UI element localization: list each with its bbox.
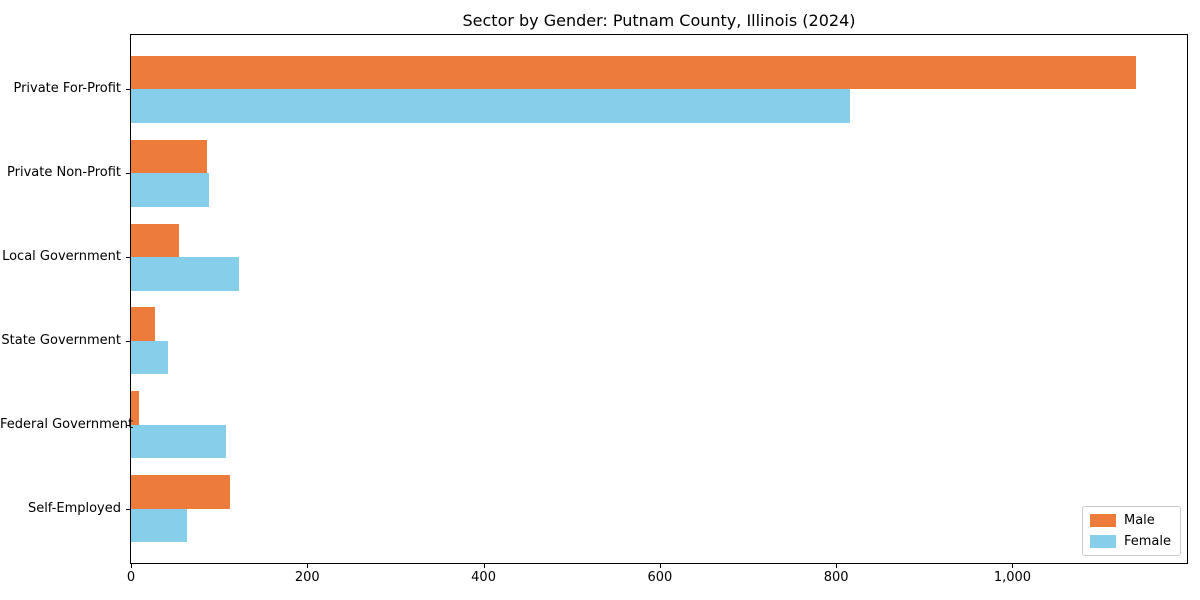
bar-male-state-government (131, 307, 155, 341)
xtick-mark (131, 564, 132, 568)
bar-female-state-government (131, 340, 169, 375)
ytick-label-private-for-profit: Private For-Profit (13, 81, 121, 97)
ytick-mark (126, 257, 130, 259)
xtick-mark (659, 564, 661, 568)
legend-item-female: Female (1089, 534, 1171, 549)
xtick-mark (1012, 564, 1014, 568)
bar-female-federal-government (131, 424, 227, 459)
plot-area: Male Female (130, 34, 1188, 564)
ytick-label-federal-government: Federal Government (0, 416, 134, 432)
female-color-swatch (1089, 535, 1116, 548)
ytick-mark (126, 173, 130, 175)
legend: Male Female (1081, 506, 1181, 556)
male-color-swatch (1089, 514, 1116, 527)
ytick-label-state-government: State Government (1, 332, 121, 348)
ytick-mark (126, 508, 130, 510)
ytick-label-local-government: Local Government (2, 249, 121, 265)
xtick-label-1000: 1,000 (993, 570, 1032, 585)
ytick-mark (126, 424, 130, 426)
legend-label-male: Male (1123, 513, 1155, 528)
xtick-mark (483, 564, 485, 568)
bar-male-self-employed (131, 475, 230, 509)
bar-male-private-non-profit (131, 139, 207, 174)
xtick-label-800: 800 (823, 570, 849, 585)
xtick-label-0: 0 (126, 570, 136, 585)
legend-item-male: Male (1089, 513, 1171, 528)
chart-title: Sector by Gender: Putnam County, Illinoi… (462, 11, 856, 30)
ytick-label-self-employed: Self-Employed (27, 500, 121, 516)
bar-male-local-government (131, 223, 179, 258)
bar-female-self-employed (131, 508, 187, 543)
bar-female-private-non-profit (131, 173, 209, 207)
bar-female-private-for-profit (131, 89, 851, 123)
ytick-label-private-non-profit: Private Non-Profit (7, 165, 121, 181)
legend-label-female: Female (1123, 534, 1171, 549)
ytick-mark (126, 340, 130, 342)
xtick-label-200: 200 (294, 570, 320, 585)
bar-male-federal-government (131, 391, 139, 425)
xtick-label-600: 600 (647, 570, 673, 585)
xtick-mark (307, 564, 309, 568)
bar-female-local-government (131, 257, 240, 291)
xtick-mark (836, 564, 838, 568)
xtick-label-400: 400 (471, 570, 496, 585)
bar-male-private-for-profit (131, 55, 1136, 90)
ytick-mark (126, 89, 130, 91)
